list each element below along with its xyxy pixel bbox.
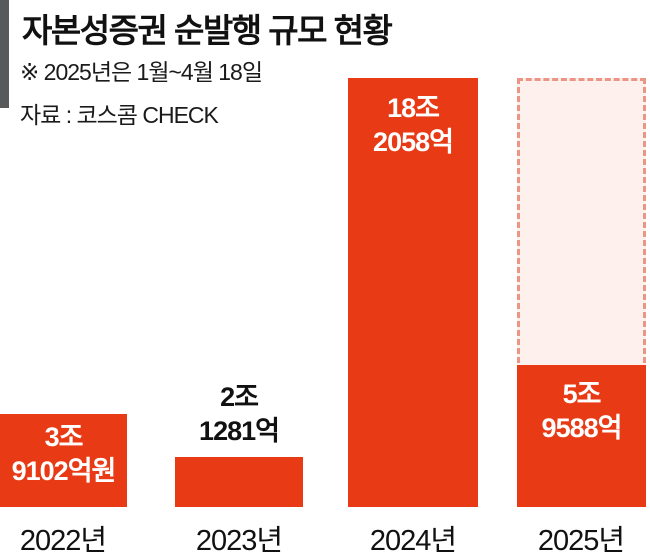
bar-value-label-2022: 3조 9102억원 — [0, 420, 127, 488]
bar-2022 — [0, 414, 127, 507]
bar-value-label-2023: 2조 1281억 — [160, 380, 318, 448]
chart-note: ※ 2025년은 1월~4월 18일 — [20, 59, 263, 85]
title-accent-bar — [0, 0, 9, 108]
chart-source: 자료 : 코스콤 CHECK — [20, 102, 219, 128]
value-line-1: 18조 — [387, 93, 440, 123]
x-axis-label-2024: 2024년 — [369, 525, 457, 556]
value-line-1: 5조 — [562, 379, 602, 409]
bar-value-label-2024: 18조 2058억 — [348, 91, 478, 159]
value-line-1: 3조 — [44, 422, 84, 452]
bar-2025 — [517, 365, 646, 507]
value-line-2: 9102억원 — [11, 456, 117, 486]
value-line-2: 2058억 — [373, 127, 454, 157]
value-line-2: 1281억 — [199, 416, 280, 446]
x-axis-label-2025: 2025년 — [537, 525, 625, 556]
bar-value-label-2025: 5조 9588억 — [517, 377, 646, 445]
x-axis-label-2022: 2022년 — [19, 525, 107, 556]
bar-2023 — [175, 457, 303, 507]
value-line-1: 2조 — [220, 382, 259, 412]
chart-title: 자본성증권 순발행 규모 현황 — [22, 12, 393, 49]
value-line-2: 9588억 — [541, 413, 623, 443]
bar-2024 — [348, 78, 478, 507]
x-axis-label-2023: 2023년 — [195, 525, 283, 556]
